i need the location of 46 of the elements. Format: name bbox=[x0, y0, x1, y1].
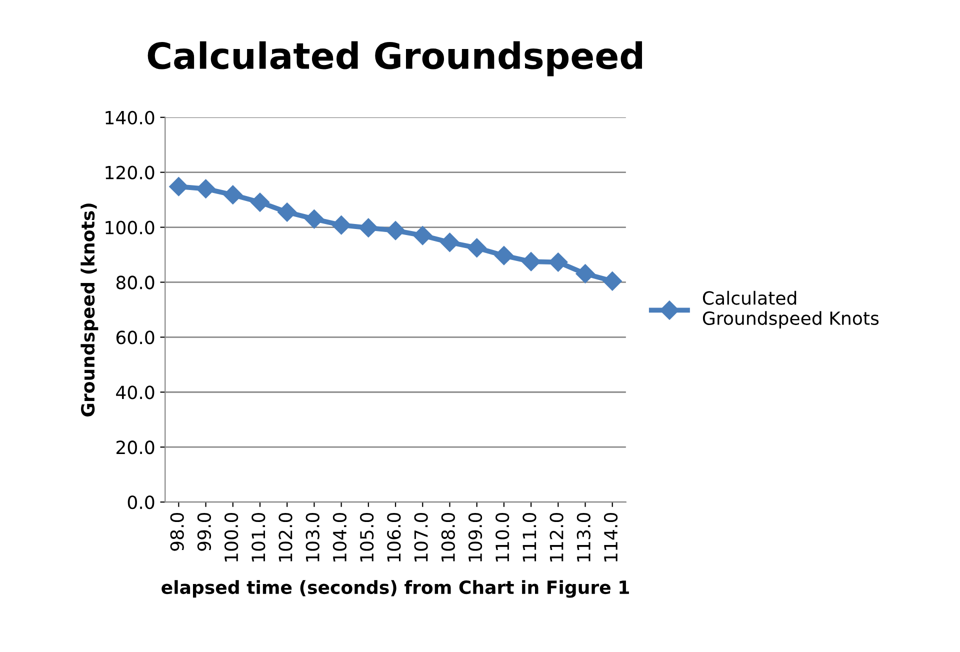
point bbox=[522, 252, 541, 272]
x-tick-label: 105.0 bbox=[360, 512, 374, 562]
point bbox=[169, 177, 188, 196]
x-tick-label: 112.0 bbox=[550, 512, 564, 562]
point bbox=[576, 264, 595, 284]
y-axis-title: Groundspeed (knots) bbox=[80, 204, 98, 416]
x-tick-label: 110.0 bbox=[496, 512, 510, 562]
x-tick-label: 106.0 bbox=[387, 512, 401, 562]
point bbox=[358, 218, 378, 238]
point bbox=[278, 202, 297, 222]
legend-label: Calculated Groundspeed Knots bbox=[702, 290, 879, 329]
point bbox=[602, 272, 622, 291]
x-axis-title: elapsed time (seconds) from Chart in Figure 1 bbox=[162, 580, 629, 598]
x-tick-label: 111.0 bbox=[522, 512, 536, 562]
y-tick-label: 140.0 bbox=[106, 110, 154, 124]
x-tick-label: 99.0 bbox=[197, 512, 212, 551]
x-tick-label: 113.0 bbox=[576, 512, 590, 562]
point bbox=[386, 221, 406, 240]
point bbox=[250, 192, 270, 212]
x-tick-label: 100.0 bbox=[224, 512, 238, 562]
point bbox=[413, 226, 432, 246]
point bbox=[467, 238, 486, 258]
point bbox=[548, 252, 568, 272]
x-tick-label: 114.0 bbox=[604, 512, 618, 562]
y-tick-label: 100.0 bbox=[106, 220, 154, 234]
point bbox=[304, 209, 324, 229]
point bbox=[494, 246, 514, 266]
point bbox=[332, 216, 351, 235]
y-tick-label: 60.0 bbox=[116, 330, 154, 344]
x-tick-label: 109.0 bbox=[468, 512, 482, 562]
y-tick-label: 40.0 bbox=[116, 386, 154, 400]
y-tick-label: 120.0 bbox=[106, 166, 154, 180]
chart-title: Calculated Groundspeed bbox=[148, 41, 642, 76]
y-tick-label: 20.0 bbox=[116, 440, 154, 454]
x-tick-label: 108.0 bbox=[441, 512, 455, 562]
point bbox=[440, 232, 460, 252]
point bbox=[223, 185, 242, 204]
point bbox=[196, 179, 216, 198]
x-tick-label: 102.0 bbox=[278, 512, 292, 562]
y-tick-label: 0.0 bbox=[128, 496, 154, 510]
x-tick-label: 104.0 bbox=[332, 512, 347, 562]
x-tick-label: 98.0 bbox=[170, 512, 184, 551]
y-tick-label: 80.0 bbox=[116, 276, 154, 290]
x-tick-label: 107.0 bbox=[414, 512, 428, 562]
x-tick-label: 103.0 bbox=[306, 512, 320, 562]
x-tick-label: 101.0 bbox=[252, 512, 266, 562]
